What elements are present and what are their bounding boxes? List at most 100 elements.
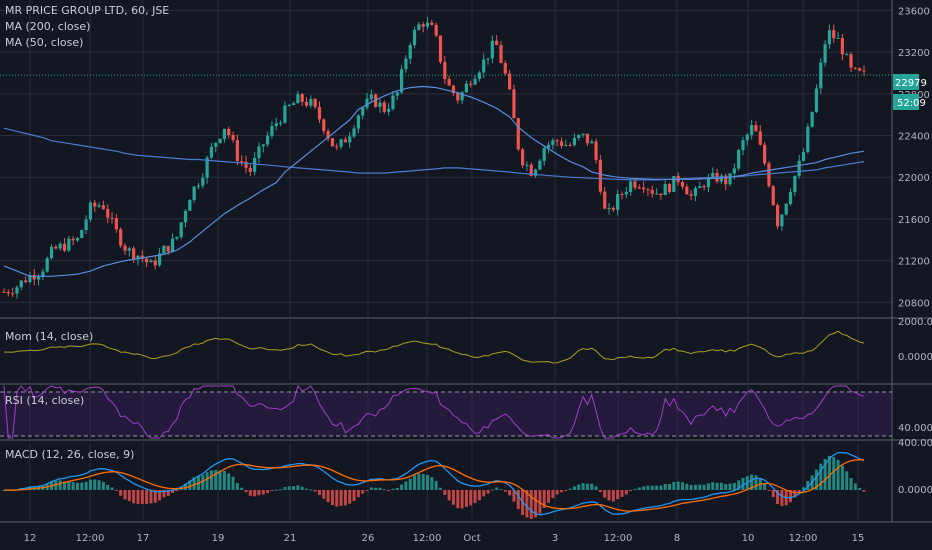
candle-body: [339, 139, 343, 147]
candle-body: [54, 246, 58, 249]
candle-body: [810, 111, 814, 127]
candle-body: [296, 94, 300, 104]
candle-body: [469, 83, 473, 85]
candle-body: [693, 188, 698, 196]
macd-histogram-bar: [559, 490, 563, 493]
time-axis: 12 12:00 17 19 21 26 12:00 Oct 3 12:00 8 10 12:00 15: [24, 533, 865, 544]
candle-body: [399, 69, 404, 93]
macd-histogram-bar: [685, 483, 689, 490]
candle-body: [75, 237, 80, 241]
candle-body: [827, 30, 832, 45]
candle-body: [637, 187, 641, 189]
candle-body: [114, 218, 118, 230]
candle-body: [149, 260, 153, 263]
macd-histogram-bar: [317, 490, 321, 495]
candle-body: [166, 245, 170, 252]
candle-body: [304, 101, 309, 106]
macd-histogram-bar: [672, 481, 676, 490]
candle-body: [767, 163, 771, 187]
candle-body: [387, 108, 391, 112]
macd-histogram-bar: [352, 490, 356, 502]
macd-histogram-bar: [460, 490, 464, 509]
macd-histogram-bar: [486, 490, 490, 494]
candle-body: [551, 140, 555, 145]
candle-body: [291, 103, 296, 106]
macd-histogram-bar: [149, 490, 153, 504]
candle-body: [689, 194, 693, 196]
candle-body: [266, 135, 270, 145]
candle-body: [157, 253, 162, 266]
macd-histogram-bar: [343, 490, 347, 506]
indicator-axis: 2000.0000 0.0000 40.0000 400.0000 0.0000: [898, 317, 932, 496]
macd-histogram-bar: [495, 487, 499, 490]
candle-body: [227, 128, 231, 135]
grid-lines: [0, 0, 932, 523]
macd-histogram-bar: [240, 487, 244, 490]
macd-histogram-bar: [767, 490, 771, 491]
macd-histogram-bar: [680, 482, 684, 490]
candle-body: [793, 175, 797, 193]
macd-histogram-bar: [84, 481, 88, 490]
macd-histogram-bar: [382, 489, 386, 491]
macd-histogram-bar: [503, 490, 507, 492]
candle-body: [395, 92, 399, 96]
candle-body: [680, 181, 685, 187]
candle-body: [300, 94, 304, 102]
candle-body: [685, 186, 689, 195]
candle-body: [754, 125, 758, 132]
macd-histogram-bar: [637, 487, 641, 490]
macd-histogram-bar: [188, 480, 192, 490]
macd-histogram-bar: [110, 487, 114, 490]
candle-body: [421, 24, 425, 27]
candle-body: [750, 125, 754, 135]
candle-body: [667, 184, 672, 192]
candle-body: [244, 161, 248, 168]
candle-body: [309, 99, 313, 106]
candle-body: [499, 45, 503, 63]
macd-histogram-bar: [512, 490, 516, 502]
macd-histogram-bar: [205, 472, 209, 490]
candle-body: [836, 37, 840, 39]
last-price-badge: 22979: [893, 74, 927, 90]
macd-histogram-bar: [171, 490, 175, 493]
macd-histogram-bar: [754, 475, 758, 490]
macd-histogram-bar: [28, 486, 32, 490]
mom-legend: Mom (14, close): [5, 330, 94, 343]
macd-histogram-bar: [106, 484, 110, 490]
macd-histogram-bar: [93, 479, 97, 490]
momentum-line: [3, 330, 865, 364]
macd-histogram-bar: [253, 490, 257, 497]
macd-histogram-bar: [136, 490, 140, 504]
candle-body: [520, 149, 525, 166]
macd-histogram-bar: [620, 490, 624, 497]
candle-body: [737, 150, 741, 169]
macd-histogram-bar: [404, 481, 408, 490]
candle-body: [430, 22, 434, 25]
macd-histogram-bar: [577, 484, 581, 490]
indicator-tick-3: 400.0000: [898, 438, 932, 449]
macd-histogram-bar: [776, 490, 780, 505]
candle-body: [845, 54, 849, 56]
macd-histogram-bar: [309, 489, 313, 491]
candle-body: [581, 133, 585, 135]
macd-histogram-bar: [361, 490, 365, 494]
candle-body: [447, 79, 451, 86]
macd-histogram: [2, 455, 866, 519]
indicator-tick-1: 0.0000: [898, 352, 932, 363]
candle-body: [179, 222, 183, 237]
candle-body: [153, 260, 157, 266]
macd-histogram-bar: [296, 485, 300, 490]
macd-histogram-bar: [261, 490, 265, 495]
macd-histogram-bar: [538, 490, 542, 514]
candle-body: [283, 105, 287, 123]
candle-body: [11, 293, 15, 295]
macd-histogram-bar: [158, 490, 162, 501]
macd-histogram-bar: [581, 483, 585, 490]
candle-body: [253, 157, 257, 172]
macd-histogram-bar: [67, 481, 71, 490]
ma50-legend: MA (50, close): [5, 36, 84, 49]
macd-histogram-bar: [287, 486, 291, 490]
macd-histogram-bar: [235, 482, 239, 490]
candle-body: [257, 146, 261, 158]
